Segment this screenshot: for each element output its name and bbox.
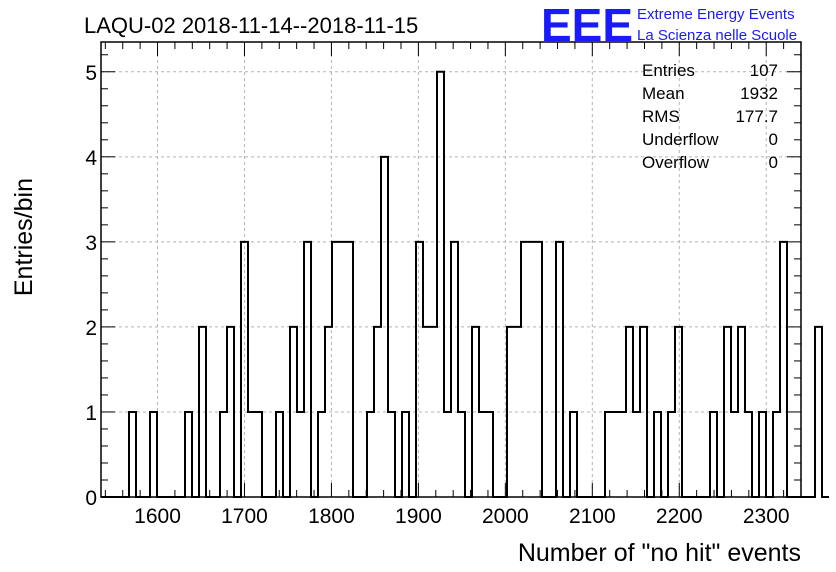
y-tick-label: 3 bbox=[85, 232, 97, 255]
histogram-bin bbox=[416, 242, 423, 497]
histogram-bin bbox=[248, 412, 255, 497]
x-tick-label: 1600 bbox=[134, 505, 181, 528]
histogram-bin bbox=[486, 412, 493, 497]
logo-mark: EEE bbox=[541, 0, 633, 51]
y-tick-label: 2 bbox=[85, 317, 97, 340]
histogram-bin bbox=[759, 412, 766, 497]
histogram-bin bbox=[710, 412, 717, 497]
histogram-bin bbox=[402, 412, 409, 497]
plot-frame bbox=[100, 41, 802, 498]
stats-box: Entries 107 Mean 1932 RMS 177.7 Underflow 0 Over… bbox=[642, 61, 778, 172]
histogram-bin bbox=[535, 242, 542, 497]
y-axis-title: Entries/bin bbox=[10, 178, 38, 296]
histogram-bin bbox=[367, 412, 374, 497]
histogram-bin bbox=[619, 412, 626, 497]
histogram-bin bbox=[255, 412, 262, 497]
histogram-bin bbox=[437, 72, 444, 497]
histogram-bin bbox=[780, 242, 787, 497]
histogram-bin bbox=[339, 242, 346, 497]
x-axis: 1600 1700 1800 1900 2000 2100 2200 2300 bbox=[104, 42, 802, 528]
histogram-bin bbox=[633, 412, 640, 497]
stats-label: Mean bbox=[642, 84, 685, 103]
stats-value: 0 bbox=[769, 153, 778, 172]
stats-label: Overflow bbox=[642, 153, 710, 172]
histogram-bin bbox=[304, 242, 311, 497]
histogram-bin bbox=[668, 412, 675, 497]
histogram-bin bbox=[332, 242, 339, 497]
x-tick-label: 2100 bbox=[569, 505, 616, 528]
y-tick-label: 4 bbox=[85, 147, 97, 170]
y-tick-label: 1 bbox=[85, 402, 97, 425]
histogram-bin bbox=[654, 412, 661, 497]
x-axis-title: Number of "no hit" events bbox=[518, 539, 801, 567]
y-tick-label: 5 bbox=[85, 62, 97, 85]
stats-label: RMS bbox=[642, 107, 680, 126]
histogram-bin bbox=[150, 412, 157, 497]
histogram-bin bbox=[129, 412, 136, 497]
histogram-bin bbox=[731, 412, 738, 497]
histogram-bin bbox=[318, 412, 325, 497]
histogram-outline bbox=[101, 70, 829, 498]
chart-title: LAQU-02 2018-11-14--2018-11-15 bbox=[84, 13, 418, 38]
histogram-bin bbox=[815, 327, 822, 497]
stats-value: 177.7 bbox=[735, 107, 778, 126]
x-tick-label: 2300 bbox=[743, 505, 790, 528]
x-tick-label: 2200 bbox=[656, 505, 703, 528]
histogram-bin bbox=[297, 412, 304, 497]
stats-label: Underflow bbox=[642, 130, 719, 149]
y-tick-label: 0 bbox=[85, 487, 97, 510]
histogram-bin bbox=[220, 412, 227, 497]
histogram-bin bbox=[458, 412, 465, 497]
logo-line2: La Scienza nelle Scuole bbox=[637, 27, 797, 44]
histogram-bin bbox=[773, 412, 780, 497]
histogram-bin bbox=[185, 412, 192, 497]
histogram-bin bbox=[388, 412, 395, 497]
x-tick-label: 1800 bbox=[308, 505, 355, 528]
stats-value: 107 bbox=[750, 61, 778, 80]
stats-value: 1932 bbox=[740, 84, 778, 103]
histogram-bin bbox=[570, 412, 577, 497]
stats-value: 0 bbox=[769, 130, 778, 149]
logo-line1: Extreme Energy Events bbox=[637, 6, 795, 23]
histogram-bin bbox=[346, 242, 353, 497]
x-tick-label: 1900 bbox=[395, 505, 442, 528]
histogram-bin bbox=[451, 242, 458, 497]
histogram-bin bbox=[528, 242, 535, 497]
histogram-bin bbox=[612, 412, 619, 497]
y-axis: 0 1 2 3 4 5 bbox=[85, 54, 801, 510]
histogram-bin bbox=[521, 242, 528, 497]
histogram-bin bbox=[605, 412, 612, 497]
histogram-bin bbox=[444, 412, 451, 497]
stats-label: Entries bbox=[642, 61, 695, 80]
histogram-bin bbox=[479, 412, 486, 497]
histogram-bin bbox=[556, 242, 563, 497]
histogram-bin bbox=[745, 412, 752, 497]
eee-logo: EEE Extreme Energy Events La Scienza nel… bbox=[541, 0, 797, 51]
x-tick-label: 1700 bbox=[221, 505, 268, 528]
histogram-bin bbox=[276, 412, 283, 497]
x-tick-label: 2000 bbox=[482, 505, 529, 528]
